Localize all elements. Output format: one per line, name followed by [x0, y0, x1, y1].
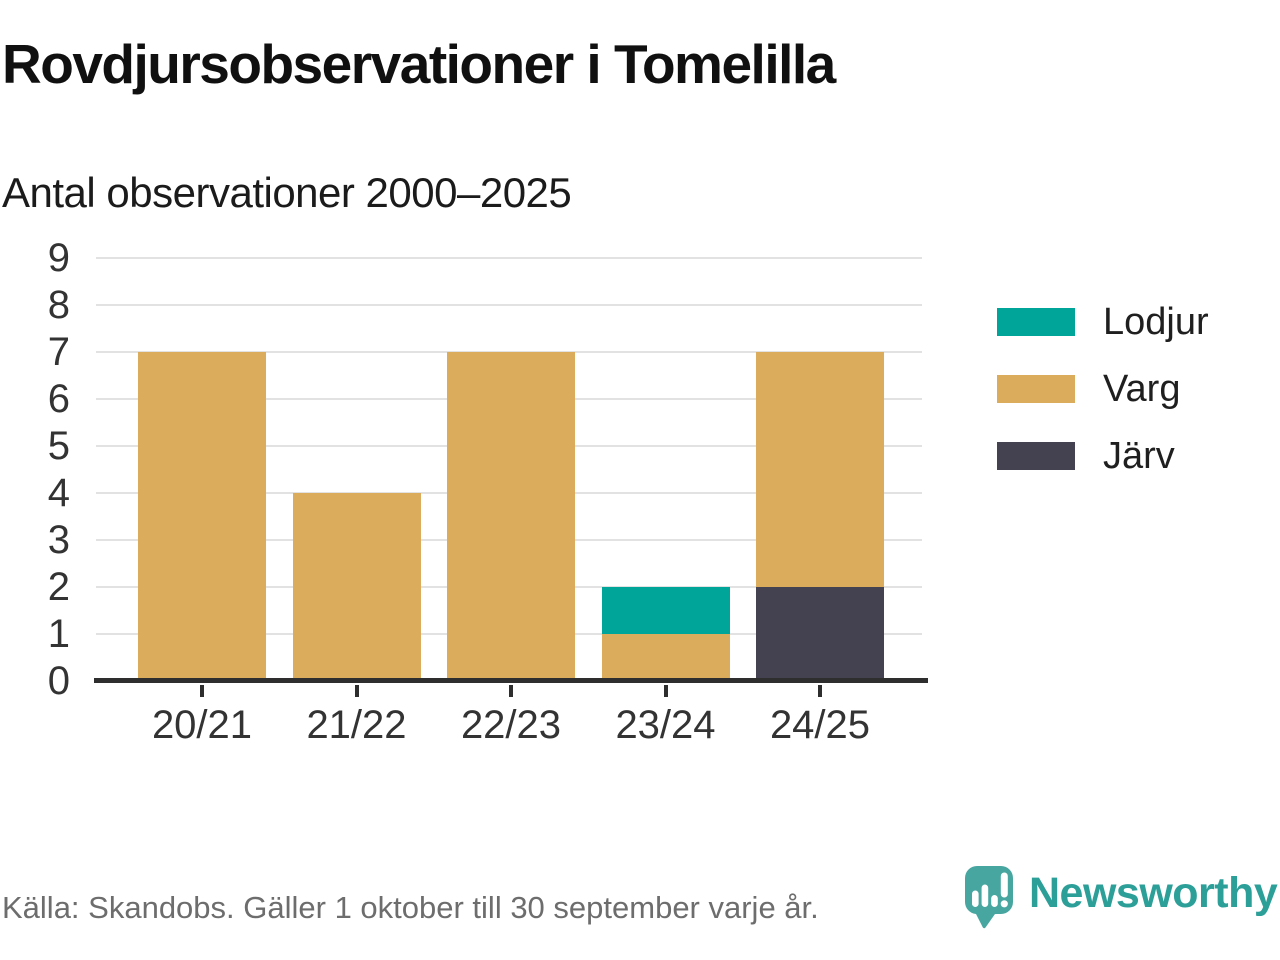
source-note: Källa: Skandobs. Gäller 1 oktober till 3…: [2, 890, 819, 925]
y-axis-label-7: 7: [47, 330, 70, 374]
bar-23-24-varg: [601, 634, 730, 681]
x-axis-tick-3: [509, 685, 513, 697]
y-axis-label-8: 8: [47, 283, 70, 327]
y-axis-label-0: 0: [47, 659, 70, 703]
bar-22-23-varg: [447, 352, 575, 681]
legend-label: Järv: [1103, 435, 1175, 477]
page-title: Rovdjursobservationer i Tomelilla: [2, 33, 836, 95]
bar-23-24-lodjur: [601, 587, 730, 634]
chart-legend: Lodjur Varg Järv: [997, 303, 1209, 475]
x-axis-label-5: 24/25: [769, 703, 871, 747]
legend-label: Varg: [1103, 368, 1181, 410]
legend-label: Lodjur: [1103, 301, 1209, 343]
y-axis-label-1: 1: [47, 612, 70, 656]
x-axis-tick-5: [818, 685, 822, 697]
legend-swatch-jarv: [997, 442, 1075, 470]
legend-swatch-varg: [997, 375, 1075, 403]
brand-wordmark: Newsworthy: [1029, 869, 1278, 917]
chart-subtitle: Antal observationer 2000–2025: [2, 169, 572, 216]
legend-item-lodjur: Lodjur: [997, 303, 1209, 341]
bar-20-21-varg: [138, 352, 266, 681]
legend-item-varg: Varg: [997, 370, 1209, 408]
x-axis-label-2: 21/22: [306, 703, 407, 747]
x-axis-tick-4: [663, 685, 668, 697]
y-axis-label-2: 2: [47, 565, 70, 609]
bar-21-22-varg: [292, 493, 421, 681]
bar-24-25-järv: [756, 587, 884, 681]
x-axis-label-4: 23/24: [615, 703, 716, 747]
bar-24-25-varg: [756, 352, 884, 587]
y-axis-label-4: 4: [47, 471, 70, 515]
newsworthy-logo-icon: [964, 866, 1013, 929]
y-axis-label-6: 6: [47, 377, 70, 421]
x-axis-label-1: 20/21: [151, 703, 253, 747]
y-axis-label-9: 9: [47, 236, 70, 280]
x-axis-line: [94, 678, 928, 683]
y-axis-label-5: 5: [47, 424, 70, 468]
x-axis-label-3: 22/23: [460, 703, 562, 747]
y-axis-label-3: 3: [47, 518, 70, 562]
legend-swatch-lodjur: [997, 308, 1075, 336]
gridline-y8: [96, 304, 922, 306]
x-axis-tick-1: [200, 685, 204, 697]
brand-footer: Newsworthy: [963, 864, 1278, 930]
legend-item-jarv: Järv: [997, 437, 1209, 475]
plot-area: [94, 257, 928, 683]
x-axis-tick-2: [354, 685, 359, 697]
gridline-y9: [96, 257, 922, 259]
